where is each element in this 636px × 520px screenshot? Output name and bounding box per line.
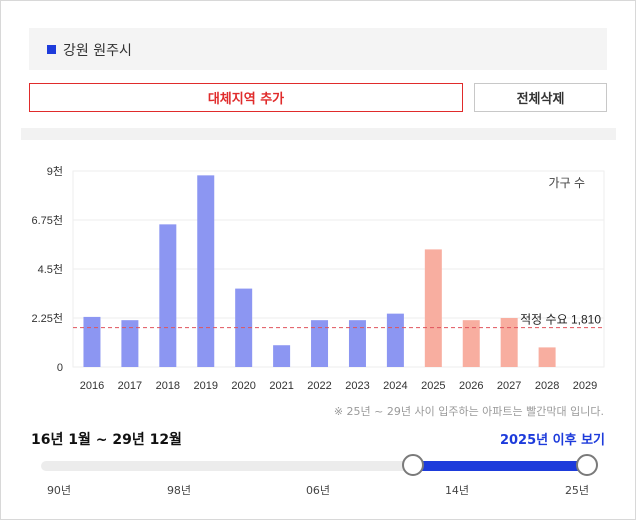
add-alternative-region-button[interactable]: 대체지역 추가 — [29, 83, 463, 112]
x-tick-label: 2025 — [421, 380, 445, 392]
y-tick-label: 6.75천 — [31, 213, 63, 227]
bar-2024 — [386, 313, 404, 367]
x-axis-ticks: 2016 2017 2018 2019 2020 2021 2022 2023 2024 2025… — [80, 380, 598, 392]
y-axis-ticks: 0 2.25천 4.5천 6.75천 9천 — [31, 164, 63, 374]
region-marker-icon — [47, 45, 56, 54]
bar-2016 — [83, 316, 101, 367]
bar-2022 — [311, 320, 329, 367]
y-tick-label: 2.25천 — [31, 311, 63, 325]
bar-2026 — [462, 320, 480, 367]
bar-2021 — [273, 345, 291, 367]
y-tick-label: 9천 — [47, 164, 63, 178]
x-tick-label: 2020 — [231, 380, 255, 392]
slider-tick-label: 98년 — [166, 484, 192, 497]
period-slider-selection — [413, 461, 587, 471]
delete-all-button[interactable]: 전체삭제 — [474, 83, 607, 112]
period-slider-track[interactable] — [41, 461, 587, 471]
bar-2019 — [197, 175, 215, 367]
bar-2017 — [121, 320, 139, 367]
x-tick-label: 2029 — [573, 380, 597, 392]
x-tick-label: 2023 — [345, 380, 369, 392]
reference-line-label: 적정 수요 1,810 — [520, 313, 601, 327]
section-divider — [21, 128, 616, 140]
x-tick-label: 2022 — [307, 380, 331, 392]
x-tick-label: 2028 — [535, 380, 559, 392]
series-label: 가구 수 — [549, 176, 585, 190]
slider-tick-label: 06년 — [305, 484, 331, 497]
region-name: 강원 원주시 — [63, 43, 132, 59]
bar-2025 — [424, 249, 442, 367]
x-tick-label: 2021 — [269, 380, 293, 392]
period-range-label: 16년 1월 ~ 29년 12월 — [31, 432, 182, 448]
bars — [83, 175, 556, 367]
future-supply-note: ※ 25년 ~ 29년 사이 입주하는 아파트는 빨간막대 입니다. — [333, 405, 604, 418]
bar-2027 — [500, 318, 518, 367]
bar-2018 — [159, 224, 177, 367]
x-tick-label: 2016 — [80, 380, 104, 392]
slider-tick-label: 25년 — [564, 484, 590, 497]
x-tick-label: 2024 — [383, 380, 407, 392]
period-slider-start-handle[interactable] — [402, 454, 424, 476]
period-slider-end-handle[interactable] — [576, 454, 598, 476]
x-tick-label: 2026 — [459, 380, 483, 392]
region-header: 강원 원주시 — [29, 28, 607, 70]
slider-tick-label: 14년 — [444, 484, 470, 497]
slider-tick-label: 90년 — [46, 484, 72, 497]
x-tick-label: 2019 — [194, 380, 218, 392]
bar-2028 — [538, 347, 556, 367]
bar-2023 — [348, 320, 366, 367]
y-tick-label: 4.5천 — [38, 262, 63, 276]
view-after-2025-link[interactable]: 2025년 이후 보기 — [499, 433, 605, 448]
x-tick-label: 2018 — [156, 380, 180, 392]
x-tick-label: 2027 — [497, 380, 521, 392]
y-tick-label: 0 — [57, 362, 63, 374]
x-tick-label: 2017 — [118, 380, 142, 392]
